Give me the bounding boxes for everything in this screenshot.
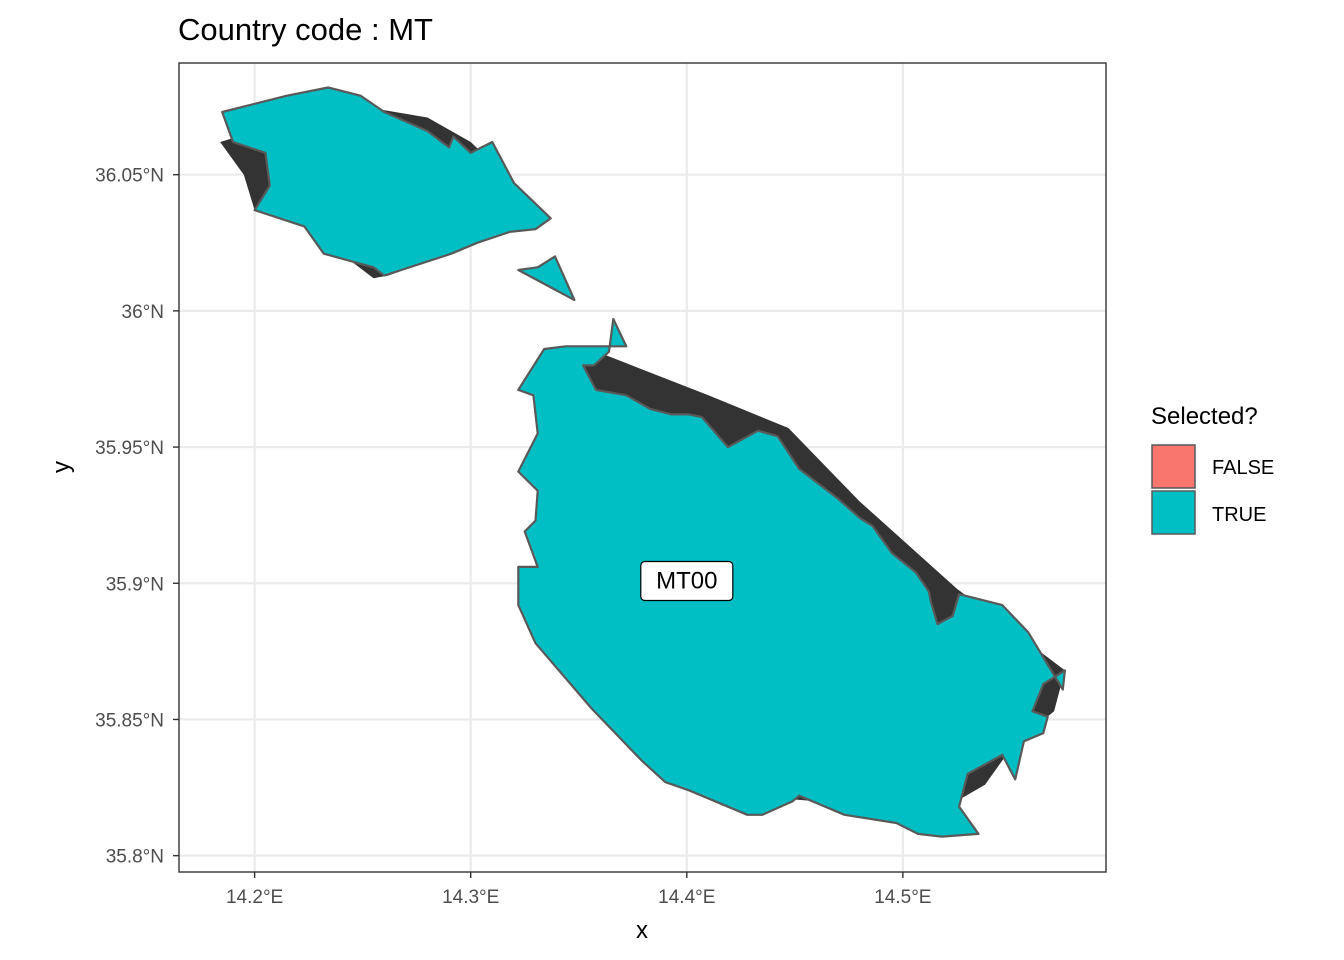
x-tick-label: 14.5°E [874, 887, 931, 908]
region-polygons [221, 86, 1067, 838]
legend-key-false [1151, 444, 1196, 489]
x-axis: 14.2°E 14.3°E 14.4°E 14.5°E [226, 872, 932, 908]
y-tick-label: 36.05°N [95, 166, 164, 187]
region-label-box [640, 560, 734, 602]
panel-border [178, 62, 1107, 873]
y-axis-title: y [48, 461, 75, 473]
y-tick-label: 35.9°N [106, 574, 164, 595]
legend-label-false: FALSE [1212, 457, 1274, 479]
y-axis: 35.8°N 35.85°N 35.9°N 35.95°N 36°N 36.05°N [95, 166, 179, 868]
region-mt00-malta [517, 317, 1067, 838]
legend-title: Selected? [1151, 403, 1258, 430]
legend-label-true: TRUE [1212, 504, 1266, 526]
y-tick-label: 35.8°N [106, 847, 164, 868]
region-label-text: MT00 [656, 568, 717, 595]
legend-key-true [1151, 490, 1196, 535]
x-tick-label: 14.3°E [442, 887, 499, 908]
y-tick-label: 35.85°N [95, 710, 164, 731]
x-tick-label: 14.4°E [658, 887, 715, 908]
plot-title: Country code : MT [178, 12, 433, 47]
region-label: MT00 [640, 560, 734, 602]
x-tick-label: 14.2°E [226, 887, 283, 908]
region-mt00-gozo [221, 86, 552, 277]
y-tick-label: 36°N [122, 302, 164, 323]
x-axis-title: x [636, 917, 648, 944]
legend: Selected? FALSE TRUE [1151, 403, 1274, 535]
y-tick-label: 35.95°N [95, 438, 164, 459]
region-mt00-comino [517, 255, 576, 302]
